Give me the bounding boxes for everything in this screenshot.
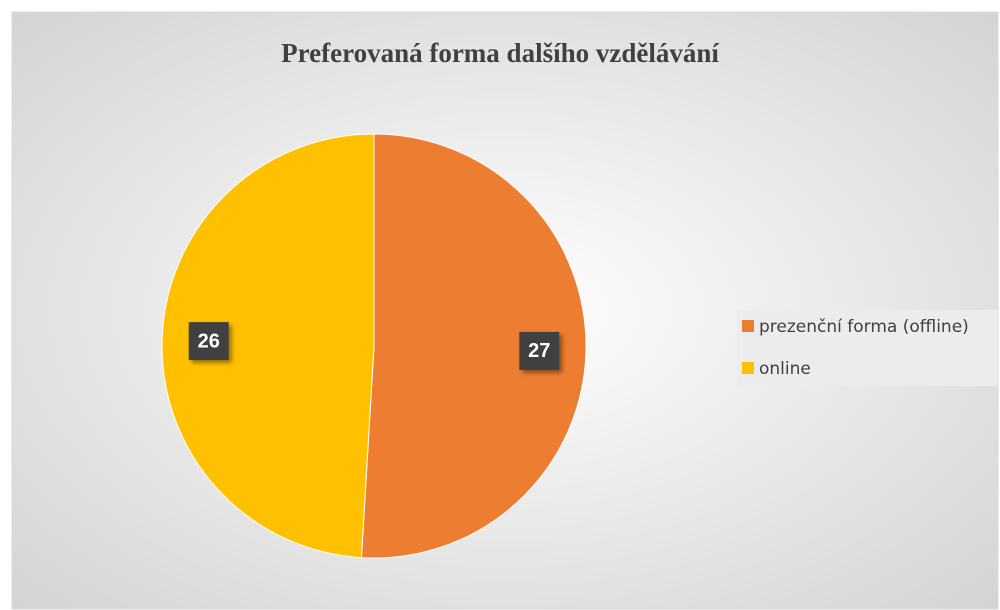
data-label: 26 <box>198 330 220 352</box>
legend <box>737 310 998 386</box>
legend-label: online <box>759 359 811 379</box>
chart-title: Preferovaná forma dalšího vzdělávání <box>281 38 719 68</box>
pie-slice <box>161 133 375 559</box>
legend-swatch <box>742 362 754 374</box>
data-label-box <box>188 322 229 361</box>
data-label-box <box>519 331 560 370</box>
data-label: 27 <box>528 340 550 362</box>
pie-slice <box>360 133 587 559</box>
legend-label: prezenční forma (offline) <box>759 317 969 337</box>
legend-swatch <box>742 320 754 332</box>
